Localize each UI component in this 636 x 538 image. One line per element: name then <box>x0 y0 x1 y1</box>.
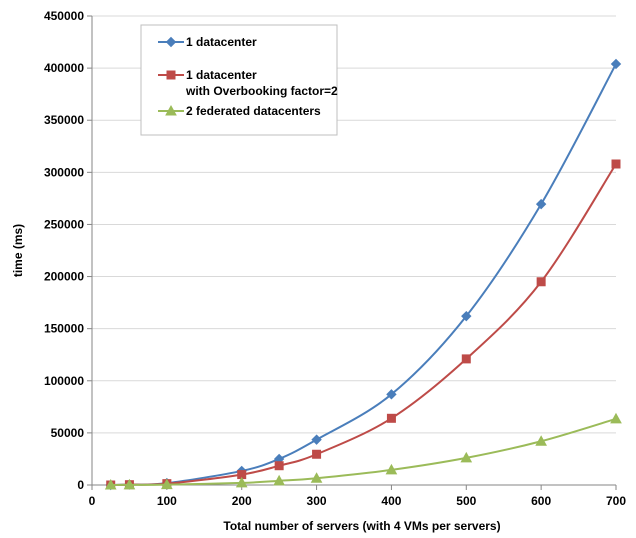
data-point-diamond <box>311 434 322 445</box>
series-line <box>110 417 617 486</box>
y-tick-label: 350000 <box>44 113 84 127</box>
data-point-triangle <box>610 412 622 424</box>
y-tick-label: 150000 <box>44 322 84 336</box>
data-point-triangle <box>460 451 473 463</box>
data-series <box>104 58 622 491</box>
data-point-diamond <box>610 58 622 70</box>
series-line <box>110 163 617 486</box>
data-point-triangle <box>161 478 173 490</box>
data-point-square <box>386 413 396 423</box>
data-point-diamond <box>535 198 547 210</box>
legend-items: 1 datacenter 1 datacenter with Overbooking… <box>158 35 338 118</box>
data-point-diamond <box>461 310 472 322</box>
y-tick-label: 200000 <box>44 270 84 284</box>
data-point-triangle <box>123 478 136 490</box>
y-tick-label: 300000 <box>44 165 84 179</box>
x-tick-label: 200 <box>232 494 252 508</box>
legend-item: 1 datacenter <box>158 35 257 49</box>
data-point-triangle <box>535 435 547 446</box>
y-tick-label: 50000 <box>51 426 85 440</box>
data-point-triangle <box>273 474 285 486</box>
legend-item: 2 federated datacenters <box>158 104 321 118</box>
data-point-triangle <box>104 478 117 490</box>
tick-labels: 0 50000 100000 150000 200000 250000 300000 3500… <box>44 9 626 508</box>
x-tick-label: 500 <box>456 494 476 508</box>
x-tick-label: 0 <box>89 494 96 508</box>
legend-label: 2 federated datacenters <box>186 104 321 118</box>
x-tick-label: 100 <box>157 494 177 508</box>
data-point-square <box>611 159 621 169</box>
series-3 <box>104 412 622 490</box>
data-point-triangle <box>385 463 398 475</box>
legend: 1 datacenter 1 datacenter with Overbooking… <box>140 24 338 136</box>
y-tick-label: 400000 <box>44 61 84 75</box>
x-tick-label: 700 <box>606 494 626 508</box>
x-tick-label: 600 <box>531 494 551 508</box>
y-tick-label: 100000 <box>44 374 84 388</box>
data-point-square <box>461 354 471 364</box>
data-point-square <box>536 277 546 287</box>
y-tick-label: 450000 <box>44 9 84 23</box>
legend-label: 1 datacenter with Overbooking factor=2 <box>185 68 338 98</box>
data-point-triangle <box>235 476 248 488</box>
y-axis-title: time (ms) <box>11 224 25 277</box>
legend-marker <box>165 104 177 116</box>
data-point-triangle <box>310 472 323 483</box>
x-axis-title: Total number of servers (with 4 VMs per … <box>223 519 500 533</box>
legend-marker <box>166 70 176 80</box>
y-tick-label: 250000 <box>44 217 84 231</box>
x-tick-label: 300 <box>307 494 327 508</box>
legend-item: 1 datacenter with Overbooking factor=2 <box>158 68 338 98</box>
data-point-square <box>274 461 284 471</box>
x-tick-label: 400 <box>381 494 401 508</box>
data-point-square <box>312 449 322 459</box>
y-tick-label: 0 <box>77 478 84 492</box>
data-point-diamond <box>386 389 397 400</box>
legend-label: 1 datacenter <box>186 35 257 49</box>
legend-marker <box>165 36 177 48</box>
